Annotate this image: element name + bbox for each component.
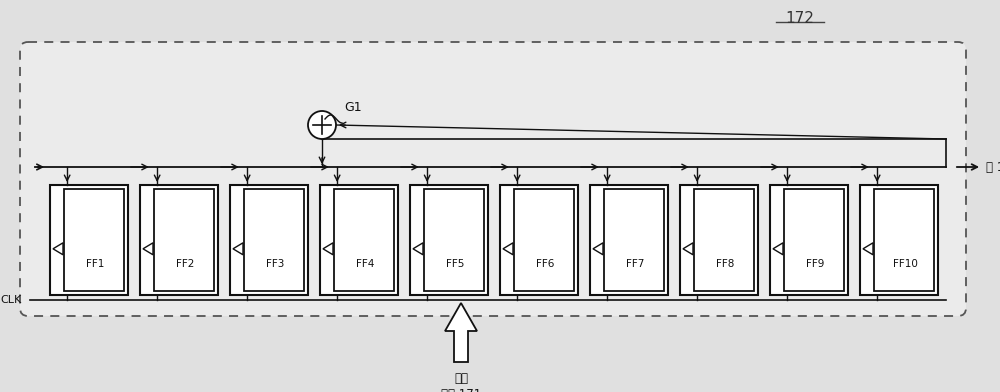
Bar bbox=[694, 189, 754, 291]
Polygon shape bbox=[233, 243, 243, 255]
Text: 种子: 种子 bbox=[454, 372, 468, 385]
Text: FF5: FF5 bbox=[446, 259, 464, 269]
Bar bbox=[140, 185, 218, 295]
Polygon shape bbox=[53, 243, 63, 255]
Bar bbox=[514, 189, 574, 291]
Polygon shape bbox=[863, 243, 873, 255]
Text: FF1: FF1 bbox=[86, 259, 104, 269]
Bar bbox=[784, 189, 844, 291]
Text: CLK: CLK bbox=[1, 295, 22, 305]
Bar bbox=[244, 189, 304, 291]
Text: G1: G1 bbox=[344, 100, 362, 114]
Text: FF6: FF6 bbox=[536, 259, 554, 269]
Circle shape bbox=[308, 111, 336, 139]
Polygon shape bbox=[143, 243, 153, 255]
FancyBboxPatch shape bbox=[20, 42, 966, 316]
Text: 到 173a/b: 到 173a/b bbox=[986, 160, 1000, 174]
Bar bbox=[320, 185, 398, 295]
Text: 来自 171: 来自 171 bbox=[441, 388, 481, 392]
Bar bbox=[230, 185, 308, 295]
Bar bbox=[770, 185, 848, 295]
Text: FF10: FF10 bbox=[893, 259, 917, 269]
Polygon shape bbox=[413, 243, 423, 255]
Text: FF3: FF3 bbox=[266, 259, 284, 269]
Text: FF4: FF4 bbox=[356, 259, 374, 269]
Bar bbox=[874, 189, 934, 291]
Text: 172: 172 bbox=[786, 11, 814, 25]
Polygon shape bbox=[445, 303, 477, 362]
Text: FF2: FF2 bbox=[176, 259, 194, 269]
Bar bbox=[424, 189, 484, 291]
Bar bbox=[680, 185, 758, 295]
Bar bbox=[50, 185, 128, 295]
Bar bbox=[500, 185, 578, 295]
Polygon shape bbox=[503, 243, 513, 255]
Bar bbox=[334, 189, 394, 291]
Polygon shape bbox=[683, 243, 693, 255]
Bar bbox=[154, 189, 214, 291]
Text: FF8: FF8 bbox=[716, 259, 734, 269]
Text: FF7: FF7 bbox=[626, 259, 644, 269]
Polygon shape bbox=[593, 243, 603, 255]
Bar bbox=[860, 185, 938, 295]
Bar bbox=[64, 189, 124, 291]
Polygon shape bbox=[773, 243, 783, 255]
Polygon shape bbox=[323, 243, 333, 255]
Bar bbox=[604, 189, 664, 291]
Bar bbox=[590, 185, 668, 295]
Bar bbox=[410, 185, 488, 295]
Text: FF9: FF9 bbox=[806, 259, 824, 269]
